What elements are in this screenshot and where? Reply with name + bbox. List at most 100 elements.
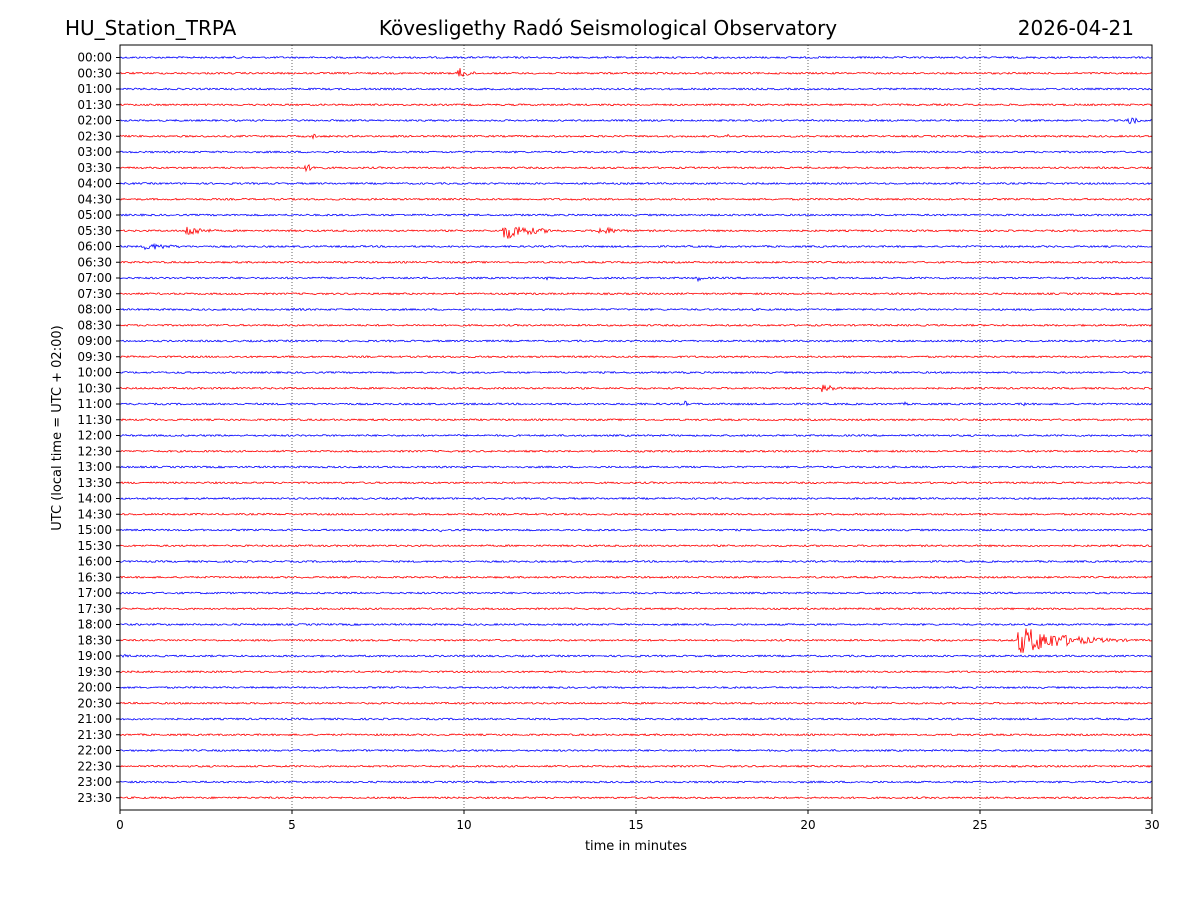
y-tick-label: 05:00: [77, 208, 112, 222]
y-tick-label: 15:30: [77, 539, 112, 553]
trace-line: [119, 796, 1153, 800]
x-tick-label: 20: [800, 818, 815, 832]
trace-line: [119, 465, 1153, 469]
y-tick-label: 06:30: [77, 255, 112, 269]
trace-line: [119, 512, 1153, 516]
y-tick-label: 03:30: [77, 161, 112, 175]
y-tick-label: 08:30: [77, 318, 112, 332]
trace-line: [119, 276, 1153, 283]
trace-line: [119, 133, 1153, 140]
x-axis-ticks: 0 5 10 15 20 25 30: [116, 810, 1160, 832]
trace-line: [119, 55, 1153, 60]
trace-line: [119, 355, 1153, 359]
y-tick-label: 00:00: [77, 51, 112, 65]
trace-line: [119, 685, 1153, 690]
trace-line: [119, 496, 1153, 501]
y-tick-label: 21:00: [77, 712, 112, 726]
chart-date: 2026-04-21: [1018, 16, 1134, 40]
trace-line: [119, 339, 1153, 343]
y-tick-label: 13:00: [77, 460, 112, 474]
trace-line: [119, 370, 1153, 375]
trace-line: [119, 544, 1153, 548]
chart-title: Kövesligethy Radó Seismological Observat…: [379, 16, 837, 40]
y-tick-label: 11:30: [77, 413, 112, 427]
y-tick-label: 10:30: [77, 381, 112, 395]
y-tick-label: 17:30: [77, 602, 112, 616]
trace-line: [119, 733, 1153, 737]
y-tick-label: 12:00: [77, 429, 112, 443]
y-tick-label: 04:00: [77, 177, 112, 191]
y-tick-label: 22:00: [77, 744, 112, 758]
trace-line: [119, 701, 1153, 705]
y-tick-label: 01:30: [77, 98, 112, 112]
trace-line: [119, 181, 1153, 186]
trace-line: [119, 481, 1153, 485]
trace-line: [119, 670, 1153, 674]
y-tick-label: 20:30: [77, 696, 112, 710]
trace-line: [119, 528, 1153, 533]
trace-line: [119, 607, 1153, 611]
trace-line: [119, 226, 1153, 239]
y-tick-label: 19:00: [77, 649, 112, 663]
x-tick-label: 25: [972, 818, 987, 832]
y-tick-label: 22:30: [77, 759, 112, 773]
y-tick-label: 13:30: [77, 476, 112, 490]
x-tick-label: 30: [1144, 818, 1159, 832]
trace-line: [119, 323, 1153, 327]
trace-line: [119, 68, 1153, 78]
y-tick-label: 03:00: [77, 145, 112, 159]
plot-frame: [119, 44, 1153, 811]
trace-line: [119, 418, 1153, 422]
trace-line: [119, 653, 1153, 658]
y-tick-label: 15:00: [77, 523, 112, 537]
trace-line: [119, 164, 1153, 173]
y-tick-label: 23:30: [77, 791, 112, 805]
y-tick-label: 09:30: [77, 350, 112, 364]
trace-line: [119, 780, 1153, 784]
trace-line: [119, 628, 1153, 653]
y-tick-label: 10:00: [77, 366, 112, 380]
trace-line: [119, 197, 1153, 201]
seismogram-traces: [119, 55, 1153, 800]
trace-line: [119, 559, 1153, 564]
y-tick-label: 06:00: [77, 240, 112, 254]
vertical-gridlines: [291, 45, 981, 810]
trace-line: [119, 384, 1153, 393]
trace-line: [119, 764, 1153, 768]
trace-line: [119, 213, 1153, 217]
y-tick-label: 07:30: [77, 287, 112, 301]
trace-line: [119, 292, 1153, 296]
y-tick-label: 16:30: [77, 570, 112, 584]
y-tick-label: 05:30: [77, 224, 112, 238]
y-tick-label: 14:00: [77, 492, 112, 506]
trace-line: [119, 449, 1153, 453]
trace-line: [119, 748, 1153, 753]
y-tick-label: 17:00: [77, 586, 112, 600]
x-tick-label: 0: [116, 818, 124, 832]
y-tick-label: 08:00: [77, 303, 112, 317]
trace-line: [119, 433, 1153, 438]
trace-line: [119, 307, 1153, 312]
trace-line: [119, 622, 1153, 627]
y-tick-label: 14:30: [77, 507, 112, 521]
y-tick-label: 18:30: [77, 633, 112, 647]
y-tick-label: 04:30: [77, 192, 112, 206]
y-tick-label: 02:00: [77, 114, 112, 128]
y-tick-label: 12:30: [77, 444, 112, 458]
trace-line: [119, 717, 1153, 721]
y-tick-label: 01:00: [77, 82, 112, 96]
y-tick-label: 20:00: [77, 681, 112, 695]
y-tick-label: 09:00: [77, 334, 112, 348]
trace-line: [119, 103, 1153, 107]
y-tick-label: 21:30: [77, 728, 112, 742]
x-axis-label: time in minutes: [585, 839, 687, 854]
y-tick-label: 00:30: [77, 66, 112, 80]
trace-line: [119, 117, 1153, 125]
y-axis-label: UTC (local time = UTC + 02:00): [50, 325, 65, 530]
trace-line: [119, 591, 1153, 595]
trace-line: [119, 260, 1153, 264]
x-tick-label: 5: [288, 818, 296, 832]
station-name: HU_Station_TRPA: [65, 16, 237, 40]
